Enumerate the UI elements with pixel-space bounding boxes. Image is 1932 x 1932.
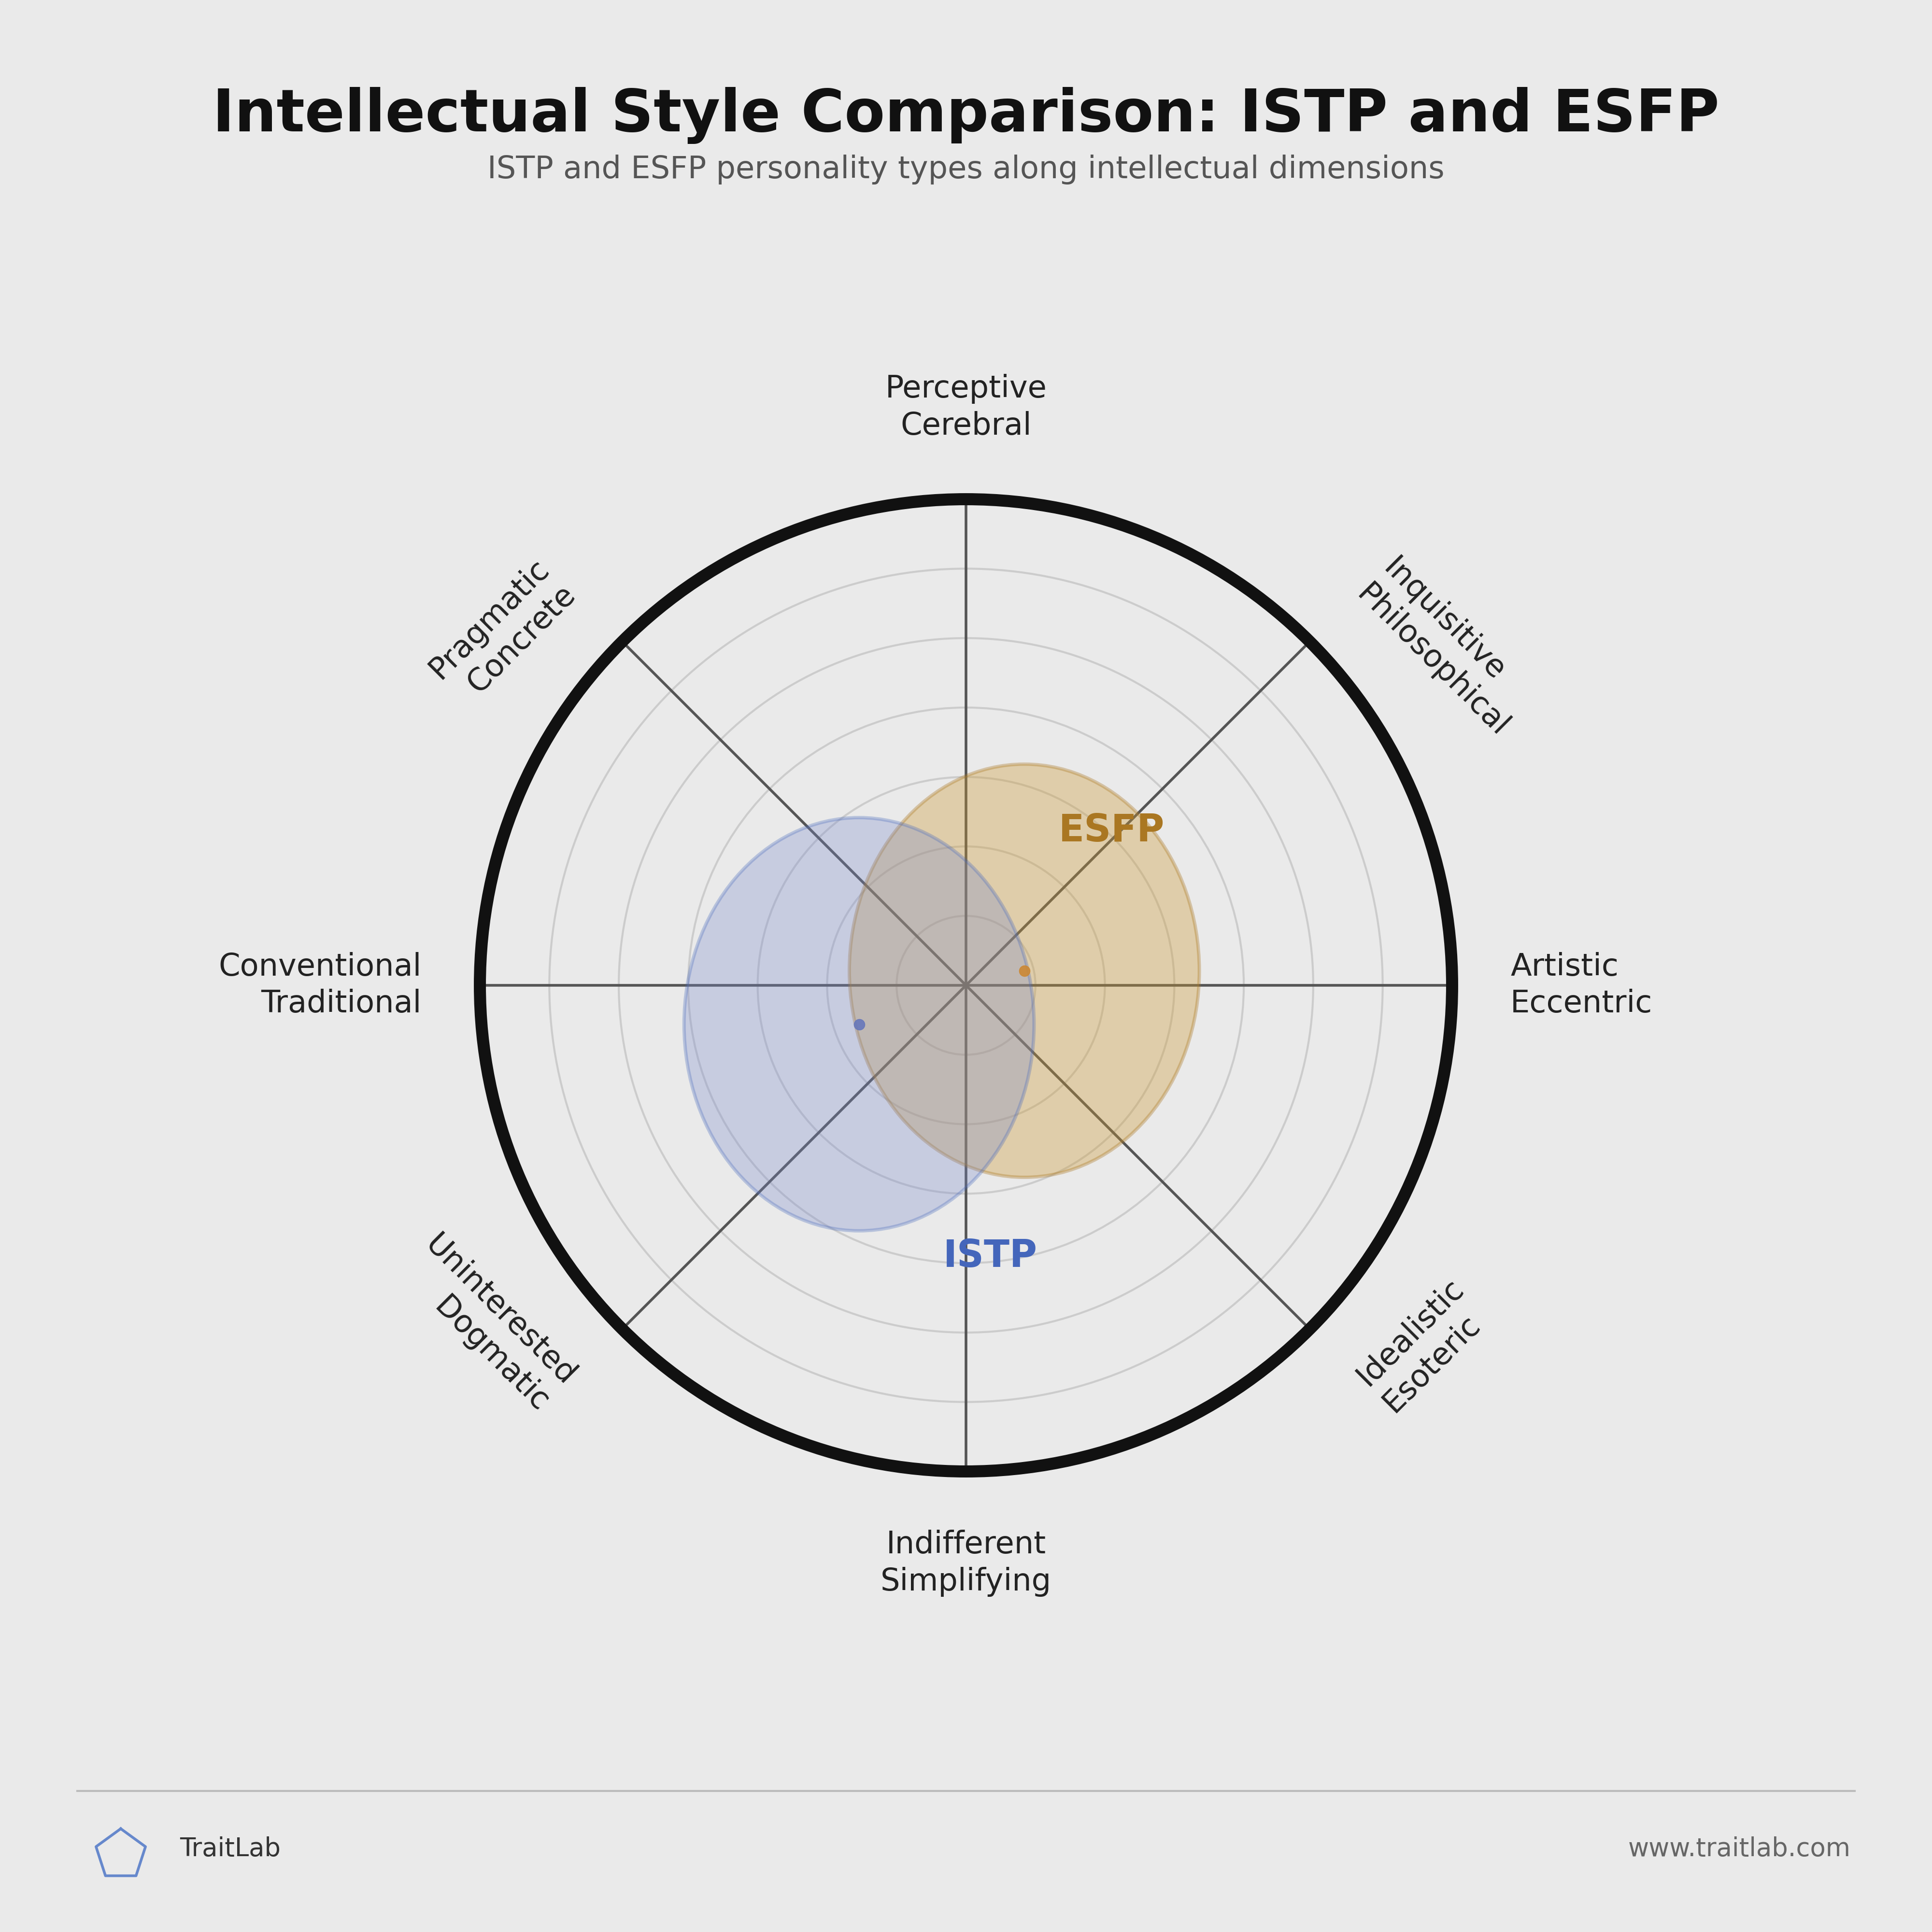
Text: Idealistic
Esoteric: Idealistic Esoteric <box>1350 1273 1495 1418</box>
Text: TraitLab: TraitLab <box>180 1835 280 1862</box>
Text: www.traitlab.com: www.traitlab.com <box>1629 1835 1851 1862</box>
Text: ISTP and ESFP personality types along intellectual dimensions: ISTP and ESFP personality types along in… <box>487 155 1445 185</box>
Text: Conventional
Traditional: Conventional Traditional <box>218 952 421 1018</box>
Text: Inquisitive
Philosophical: Inquisitive Philosophical <box>1350 553 1540 742</box>
Text: Intellectual Style Comparison: ISTP and ESFP: Intellectual Style Comparison: ISTP and … <box>213 87 1719 145</box>
Ellipse shape <box>684 817 1034 1231</box>
Text: Pragmatic
Concrete: Pragmatic Concrete <box>423 553 582 711</box>
Text: Artistic
Eccentric: Artistic Eccentric <box>1511 952 1652 1018</box>
Text: Indifferent
Simplifying: Indifferent Simplifying <box>881 1530 1051 1596</box>
Ellipse shape <box>850 765 1200 1177</box>
Text: ESFP: ESFP <box>1059 813 1165 850</box>
Text: Perceptive
Cerebral: Perceptive Cerebral <box>885 375 1047 440</box>
Text: ISTP: ISTP <box>943 1238 1037 1275</box>
Text: Uninterested
Dogmatic: Uninterested Dogmatic <box>392 1231 582 1418</box>
